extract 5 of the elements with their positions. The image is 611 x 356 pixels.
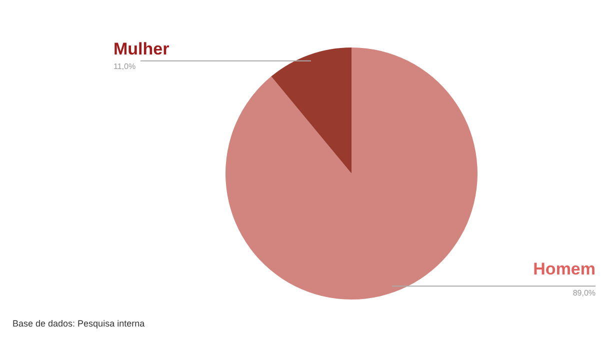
data-label: 89,0% <box>572 288 596 298</box>
data-label: 11,0% <box>114 62 136 72</box>
text: Base de dados: Pesquisa interna <box>12 318 145 328</box>
slice-label: Mulher <box>114 39 170 58</box>
slice-label: Homem <box>533 260 596 279</box>
